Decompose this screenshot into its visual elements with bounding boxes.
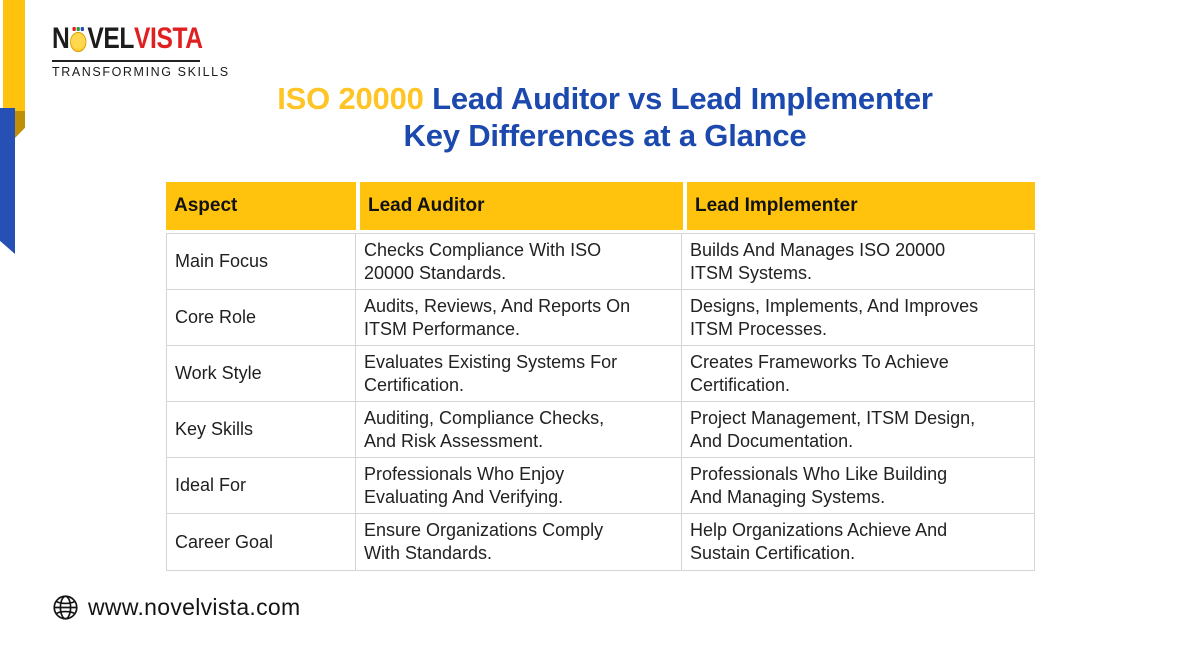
cell-aspect: Core Role [167,290,356,345]
cell-lead-implementer: Project Management, ITSM Design, And Doc… [690,407,976,451]
cell-aspect: Work Style [167,346,356,401]
title-line-2: Key Differences at a Glance [403,118,807,153]
cell-lead-auditor: Ensure Organizations Comply With Standar… [356,514,682,570]
globe-icon [53,595,78,620]
title-line-1: ISO 20000 Lead Auditor vs Lead Implement… [100,80,1110,117]
table-row: Main Focus Checks Compliance With ISO 20… [167,234,1034,290]
cell-aspect: Key Skills [167,402,356,457]
table-row: Work Style Evaluates Existing Systems Fo… [167,346,1034,402]
comparison-table: Aspect Lead Auditor Lead Implementer Mai… [166,182,1035,571]
title-highlight: ISO 20000 [277,81,424,116]
title-line1-rest: Lead Auditor vs Lead Implementer [423,81,933,116]
website-link[interactable]: www.novelvista.com [88,594,301,620]
logo-text-vel: VEL [87,22,135,55]
table-header-row: Aspect Lead Auditor Lead Implementer [166,182,1035,230]
cell-lead-auditor: Auditing, Compliance Checks, And Risk As… [356,402,682,457]
table-row: Ideal For Professionals Who Enjoy Evalua… [167,458,1034,514]
table-row: Career Goal Ensure Organizations Comply … [167,514,1034,570]
lightbulb-icon [70,26,87,52]
header-cell-aspect: Aspect [166,182,356,230]
cell-aspect: Main Focus [167,234,356,289]
header-cell-lead-auditor: Lead Auditor [360,182,683,230]
footer: www.novelvista.com [52,594,300,621]
cell-lead-implementer: Help Organizations Achieve And Sustain C… [690,520,948,563]
cell-lead-implementer: Builds And Manages ISO 20000 ITSM System… [690,239,946,283]
cell-aspect: Ideal For [167,458,356,513]
ribbon-blue-shape [0,108,15,254]
cell-lead-auditor: Audits, Reviews, And Reports On ITSM Per… [356,290,682,345]
table-row: Key Skills Auditing, Compliance Checks, … [167,402,1034,458]
page-title: ISO 20000 Lead Auditor vs Lead Implement… [100,80,1110,154]
lightbulb-dots [72,26,85,31]
cell-lead-implementer: Designs, Implements, And Improves ITSM P… [690,295,979,339]
ribbon-yellow-shape [3,0,25,112]
cell-aspect: Career Goal [167,514,356,570]
logo-text-n: N [52,22,70,55]
cell-lead-auditor: Professionals Who Enjoy Evaluating And V… [356,458,682,513]
logo-wordmark: N VEL VISTA [52,22,203,56]
novelvista-logo: N VEL VISTA TRANSFORMING SKILLS [52,22,236,79]
cell-lead-implementer: Creates Frameworks To Achieve Certificat… [690,351,949,395]
table-row: Core Role Audits, Reviews, And Reports O… [167,290,1034,346]
cell-lead-implementer: Professionals Who Like Building And Mana… [690,463,948,507]
table-body: Main Focus Checks Compliance With ISO 20… [166,233,1035,571]
logo-tagline: TRANSFORMING SKILLS [52,65,230,79]
cell-lead-auditor: Checks Compliance With ISO 20000 Standar… [356,234,682,289]
logo-text-vista: VISTA [134,22,203,55]
logo-divider [52,60,200,62]
header-cell-lead-implementer: Lead Implementer [687,182,1035,230]
cell-lead-auditor: Evaluates Existing Systems For Certifica… [356,346,682,401]
